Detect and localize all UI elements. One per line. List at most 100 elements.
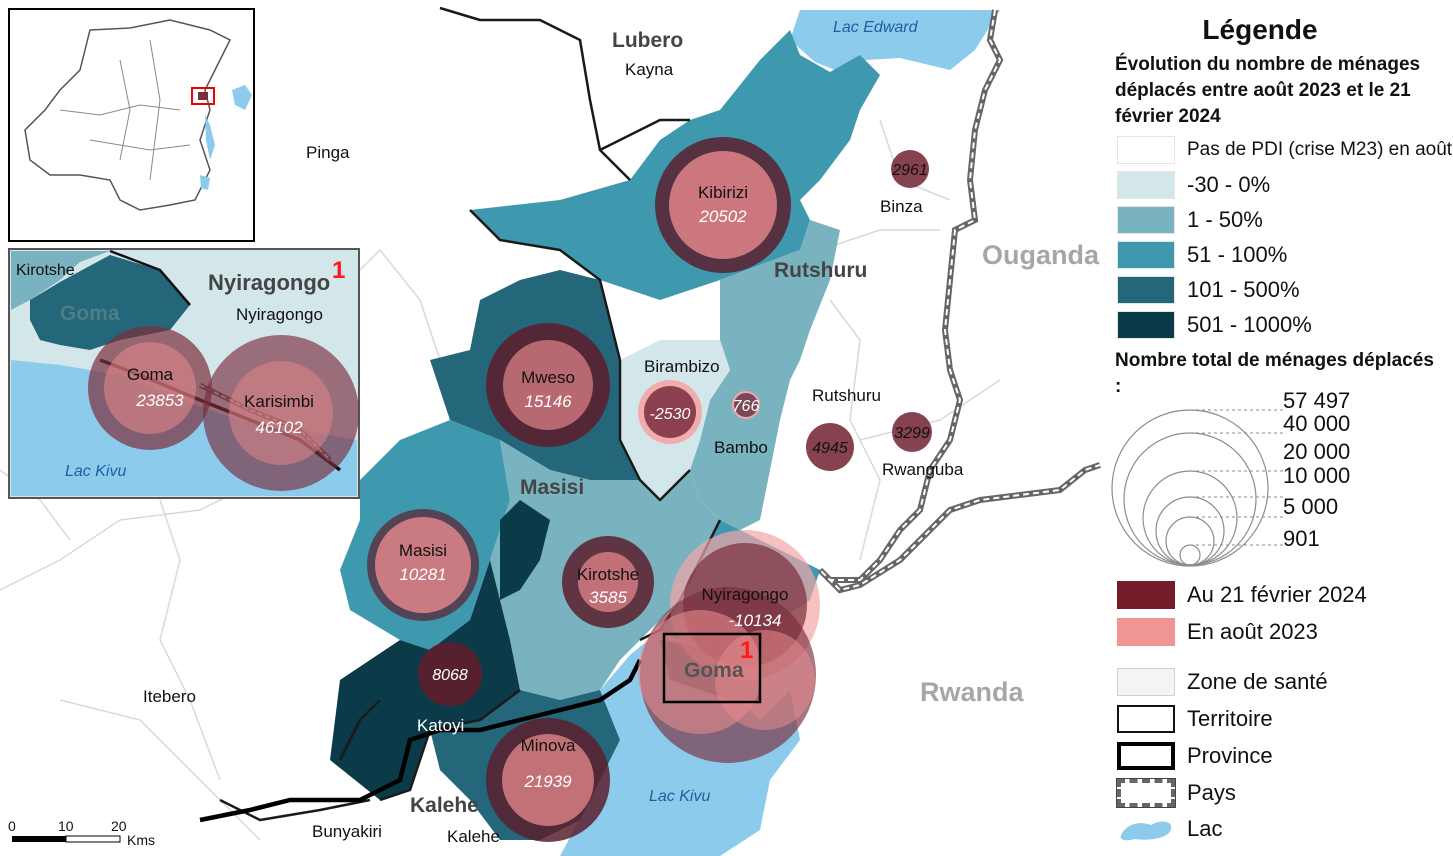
label-goma-territory: Goma (684, 659, 744, 682)
legend-class-label-5: 501 - 1000% (1187, 312, 1312, 337)
zone-labels: Kibirizi 20502 Mweso 15146 Masisi 10281 … (399, 162, 930, 791)
label-rutshuru-territory: Rutshuru (774, 259, 867, 282)
legend-boundary-swatch-1 (1117, 705, 1175, 733)
legend-title: Légende (1202, 14, 1318, 45)
value-katoyi: 8068 (432, 667, 468, 684)
value-binza: 2961 (891, 162, 928, 179)
circle-masisi (367, 509, 479, 621)
legend-size-2: 20 000 (1283, 439, 1351, 464)
zone-value-masisi: 10281 (399, 565, 446, 584)
inset-map (8, 248, 360, 499)
legend-boundary-label-4: Lac (1187, 816, 1223, 841)
value-birambizo: -2530 (650, 406, 691, 423)
legend-symbol-1: En août 2023 (1117, 618, 1453, 648)
label-birambizo: Birambizo (644, 357, 720, 376)
scale-bar: 0 10 20 Kms (8, 818, 155, 848)
zone-label-kirotshe: Kirotshe (577, 565, 639, 584)
label-rwanda: Rwanda (920, 677, 1025, 707)
zone-value-minova: 21939 (523, 772, 572, 791)
circle-rutshuru (806, 423, 854, 471)
legend-symbol-label-0: Au 21 février 2024 (1187, 582, 1367, 607)
scale-tick-10: 10 (58, 818, 74, 834)
legend-class-3: 51 - 100% (1117, 241, 1453, 271)
inset-zone-label-karisimbi: Karisimbi (244, 392, 314, 411)
legend-boundary-4: Lac (1117, 815, 1453, 845)
legend-class-label-3: 51 - 100% (1187, 242, 1288, 267)
legend-boundary-swatch-3 (1116, 778, 1176, 808)
zone-value-kibirizi: 20502 (698, 207, 747, 226)
circle-bambo (732, 391, 760, 419)
legend-size-title: Nombre total de ménages déplacés : (1115, 350, 1434, 397)
legend-class-1: -30 - 0% (1117, 171, 1453, 201)
circle-mweso (486, 323, 610, 447)
circle-kirotshe (562, 536, 654, 628)
legend-symbol-label-1: En août 2023 (1187, 619, 1318, 644)
legend-size-1: 40 000 (1283, 411, 1351, 436)
value-rwanguba: 3299 (894, 425, 930, 442)
inset-title-nyiragongo: Nyiragongo (208, 270, 330, 295)
legend-boundary-0: Zone de santé (1117, 668, 1453, 698)
lake-edward (790, 10, 1000, 72)
label-kayna: Kayna (625, 60, 674, 79)
legend-boundary-label-3: Pays (1187, 780, 1236, 805)
inset-marker-main: 1 (740, 637, 753, 664)
legend-class-2: 1 - 50% (1117, 206, 1453, 236)
legend-class-5: 501 - 1000% (1117, 311, 1453, 341)
legend-boundary-1: Territoire (1117, 705, 1453, 735)
circle-minova (486, 718, 610, 842)
circle-birambizo (638, 380, 702, 444)
zone-label-mweso: Mweso (521, 368, 575, 387)
legend-boundary-label-2: Province (1187, 743, 1273, 768)
legend-size-5: 901 (1283, 526, 1320, 551)
inset-marker: 1 (332, 257, 345, 284)
inset-zone-label-goma: Goma (127, 365, 174, 384)
legend-size-0: 57 497 (1283, 388, 1351, 413)
legend-boundary-swatch-2 (1117, 742, 1175, 770)
legend-lake-swatch (1120, 821, 1172, 841)
label-binza: Binza (880, 197, 923, 216)
label-uganda: Ouganda (982, 240, 1100, 270)
legend-boundary-swatch-0 (1117, 668, 1175, 696)
scale-tick-20: 20 (111, 818, 127, 834)
legend-boundary-label-1: Territoire (1187, 706, 1273, 731)
value-bambo: 766 (733, 398, 760, 415)
label-lubero: Lubero (612, 29, 683, 52)
zone-katoyi-east (500, 500, 550, 600)
legend-class-4: 101 - 500% (1117, 276, 1453, 306)
inset-label-lac-kivu: Lac Kivu (65, 463, 126, 480)
legend-size-4: 5 000 (1283, 494, 1339, 519)
legend-symbol-0: Au 21 février 2024 (1117, 581, 1453, 611)
legend-swatch-5 (1117, 311, 1175, 339)
zone-label-masisi: Masisi (399, 541, 447, 560)
legend-class-label-0: Pas de PDI (crise M23) en août (1187, 139, 1453, 160)
inset-label-nyiragongo: Nyiragongo (236, 305, 323, 324)
zone-label-nyiragongo: Nyiragongo (702, 585, 789, 604)
label-lac-edward: Lac Edward (833, 19, 919, 36)
zone-label-kibirizi: Kibirizi (698, 183, 748, 202)
label-katoyi: Katoyi (417, 716, 464, 735)
legend-symbol-swatch-1 (1117, 618, 1175, 646)
zone-value-mweso: 15146 (524, 392, 572, 411)
label-masisi-territory: Masisi (520, 476, 584, 499)
locator-map (8, 8, 255, 242)
zone-label-minova: Minova (521, 736, 576, 755)
legend-class-0: Pas de PDI (crise M23) en août (1117, 136, 1453, 166)
legend-swatch-4 (1117, 276, 1175, 304)
label-itebero: Itebero (143, 687, 196, 706)
label-rwanguba: Rwanguba (882, 460, 964, 479)
legend-class-label-4: 101 - 500% (1187, 277, 1300, 302)
legend-boundary-3: Pays (1116, 778, 1453, 809)
zone-value-kirotshe: 3585 (589, 588, 627, 607)
label-lac-kivu: Lac Kivu (649, 788, 710, 805)
inset-label-goma-territory: Goma (60, 302, 120, 325)
label-kalehe: Kalehe (447, 827, 500, 846)
legend-swatch-3 (1117, 241, 1175, 269)
legend-swatch-2 (1117, 206, 1175, 234)
legend-panel: Légende Évolution du nombre de ménages d… (1105, 0, 1453, 856)
legend-subtitle: Évolution du nombre de ménages déplacés … (1115, 54, 1421, 127)
inset-label-kirotshe: Kirotshe (16, 262, 75, 279)
value-rutshuru: 4945 (812, 440, 848, 457)
circle-rwanguba (892, 412, 932, 452)
inset-frame-goma (662, 632, 762, 704)
label-bunyakiri: Bunyakiri (312, 822, 382, 841)
